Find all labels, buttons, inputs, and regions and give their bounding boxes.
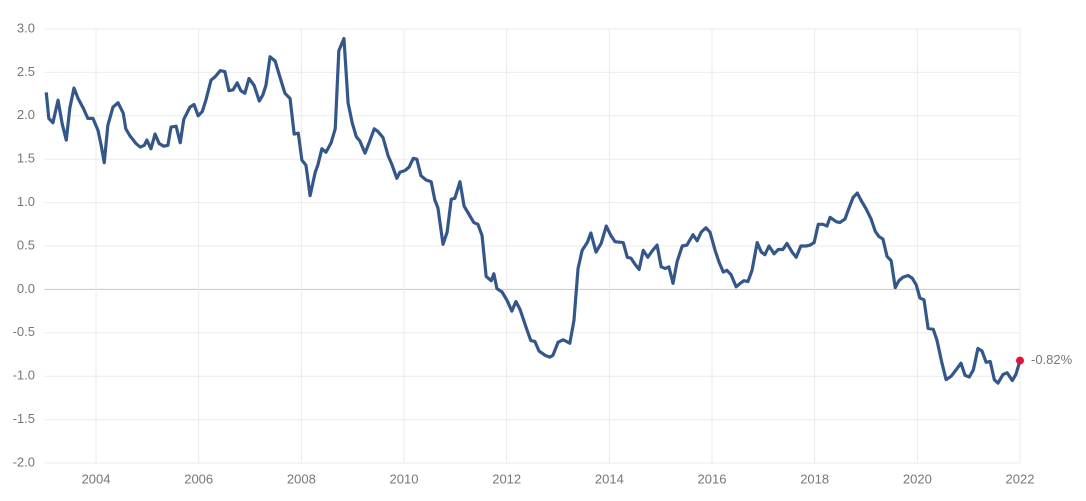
x-tick-label: 2022: [1006, 471, 1035, 486]
y-tick-label: 0.5: [17, 237, 35, 252]
y-tick-label: 1.5: [17, 151, 35, 166]
y-tick-label: -1.0: [13, 368, 35, 383]
y-tick-label: 2.5: [17, 64, 35, 79]
y-tick-label: 2.0: [17, 107, 35, 122]
y-tick-label: 3.0: [17, 20, 35, 35]
x-tick-label: 2014: [595, 471, 624, 486]
y-tick-label: 0.0: [17, 281, 35, 296]
data-line: [44, 36, 1022, 385]
x-tick-label: 2010: [390, 471, 419, 486]
y-tick-label: -0.5: [13, 324, 35, 339]
x-tick-label: 2006: [184, 471, 213, 486]
end-point: [1016, 356, 1024, 365]
y-tick-label: -2.0: [13, 454, 35, 469]
x-tick-label: 2020: [903, 471, 932, 486]
x-tick-label: 2004: [82, 471, 111, 486]
end-label: -0.82%: [1031, 352, 1073, 367]
x-tick-label: 2008: [287, 471, 316, 486]
x-tick-label: 2012: [492, 471, 521, 486]
y-tick-label: -1.5: [13, 411, 35, 426]
x-tick-label: 2018: [800, 471, 829, 486]
y-tick-label: 1.0: [17, 194, 35, 209]
x-tick-label: 2016: [698, 471, 727, 486]
